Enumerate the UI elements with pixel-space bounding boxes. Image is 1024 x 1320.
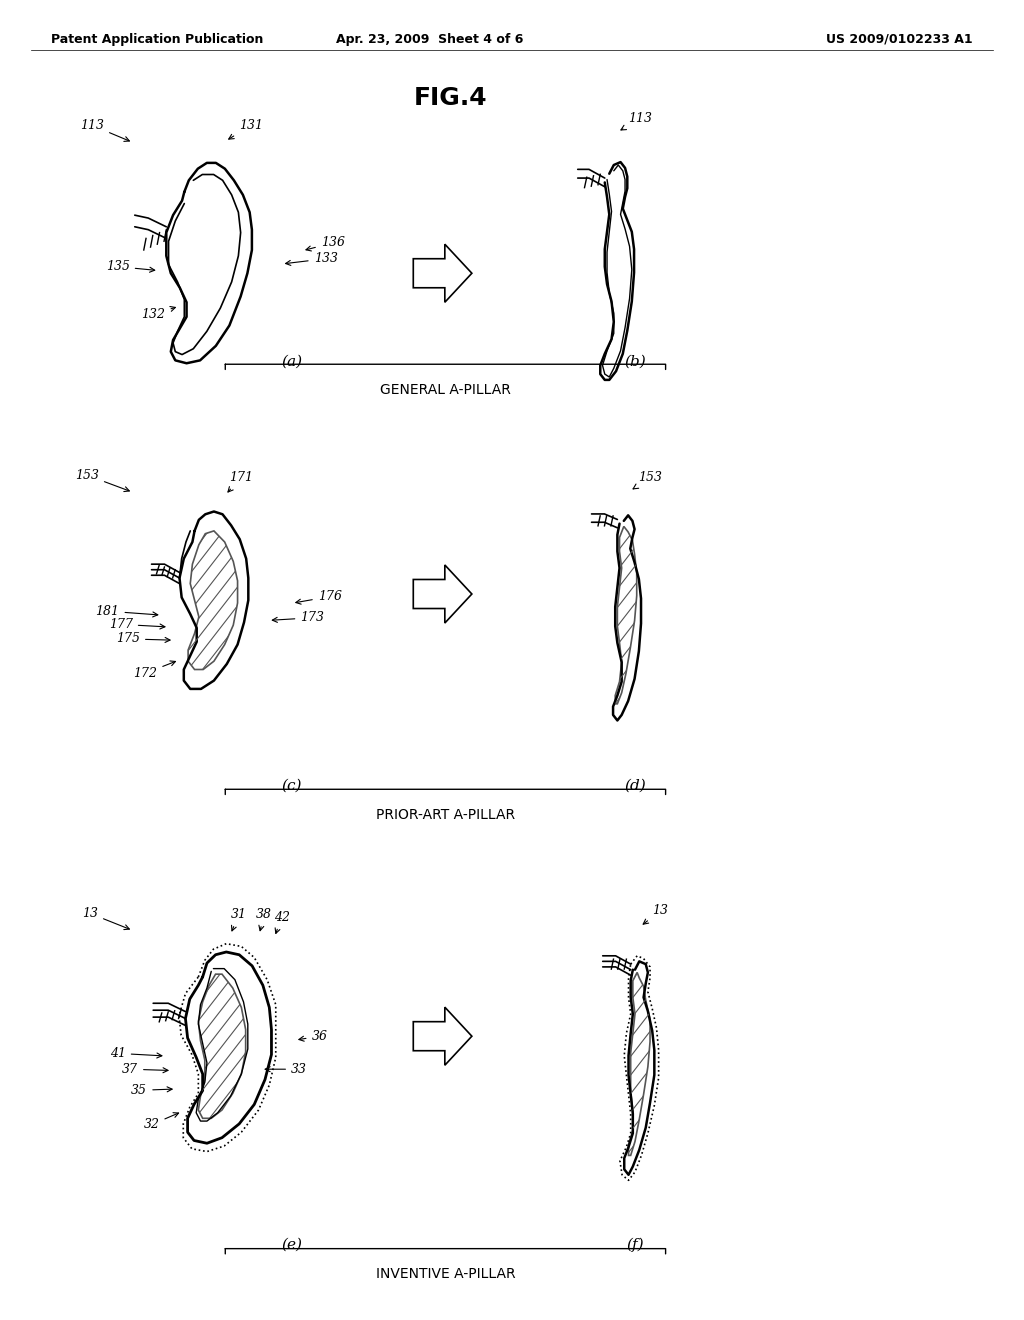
Text: 42: 42: [273, 911, 290, 933]
Text: Apr. 23, 2009  Sheet 4 of 6: Apr. 23, 2009 Sheet 4 of 6: [337, 33, 523, 46]
Text: 171: 171: [228, 471, 253, 492]
Text: 33: 33: [265, 1063, 307, 1076]
Text: US 2009/0102233 A1: US 2009/0102233 A1: [826, 33, 973, 46]
Text: 153: 153: [75, 469, 129, 491]
Text: 38: 38: [256, 908, 272, 931]
Text: 41: 41: [110, 1047, 162, 1060]
Text: 175: 175: [116, 632, 170, 645]
Text: 153: 153: [633, 471, 663, 488]
Text: 132: 132: [141, 306, 175, 321]
Text: (e): (e): [282, 1238, 302, 1251]
Text: 135: 135: [105, 260, 155, 273]
Text: Patent Application Publication: Patent Application Publication: [51, 33, 263, 46]
Text: 136: 136: [306, 236, 345, 251]
Polygon shape: [414, 565, 472, 623]
Text: 37: 37: [122, 1063, 168, 1076]
Text: 177: 177: [109, 618, 165, 631]
Text: (f): (f): [626, 1238, 644, 1251]
Text: (d): (d): [624, 779, 646, 792]
Text: 133: 133: [286, 252, 338, 265]
Text: 113: 113: [621, 112, 652, 129]
Text: 35: 35: [131, 1084, 172, 1097]
Text: 32: 32: [143, 1113, 178, 1131]
Text: INVENTIVE A-PILLAR: INVENTIVE A-PILLAR: [376, 1267, 515, 1282]
Polygon shape: [414, 1007, 472, 1065]
Text: 113: 113: [80, 119, 129, 141]
Text: (c): (c): [282, 779, 302, 792]
Text: 36: 36: [299, 1030, 328, 1043]
Text: 13: 13: [643, 904, 669, 924]
Text: 176: 176: [296, 590, 342, 605]
Text: 173: 173: [272, 611, 325, 624]
Text: (b): (b): [624, 355, 646, 368]
Text: FIG.4: FIG.4: [414, 86, 487, 110]
Text: 13: 13: [82, 907, 129, 929]
Text: 31: 31: [230, 908, 247, 931]
Polygon shape: [414, 244, 472, 302]
Text: 172: 172: [133, 661, 175, 680]
Text: (a): (a): [282, 355, 302, 368]
Text: GENERAL A-PILLAR: GENERAL A-PILLAR: [380, 383, 511, 397]
Text: 131: 131: [228, 119, 263, 139]
Text: 181: 181: [95, 605, 158, 618]
Text: PRIOR-ART A-PILLAR: PRIOR-ART A-PILLAR: [376, 808, 515, 822]
